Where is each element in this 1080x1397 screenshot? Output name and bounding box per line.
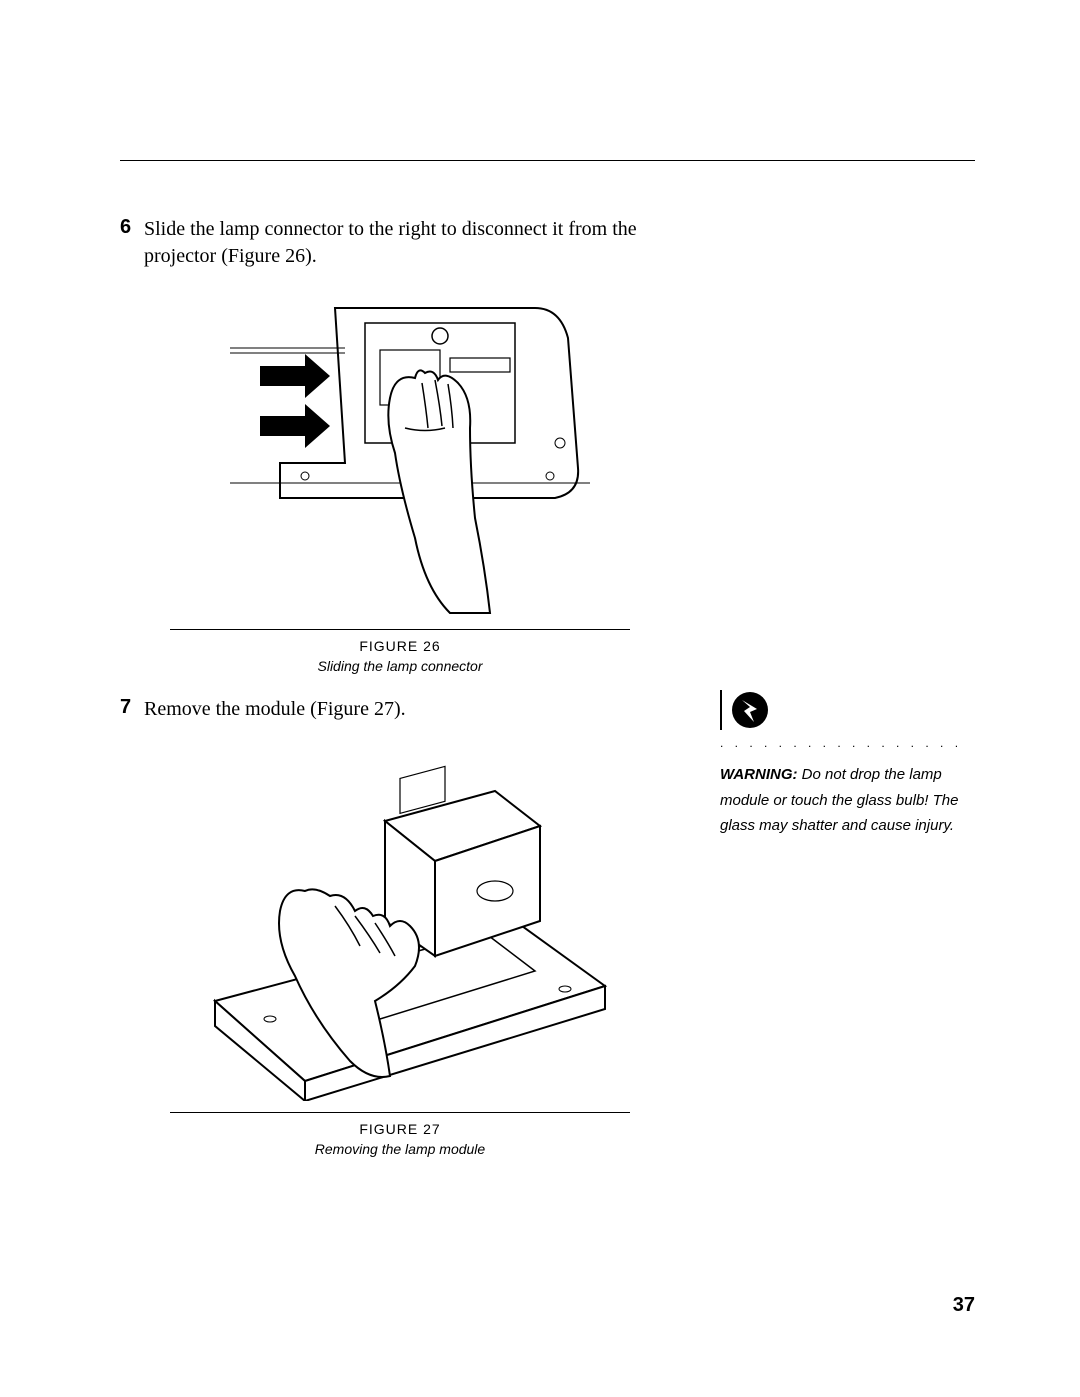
slide-arrows xyxy=(260,354,330,448)
warning-icon xyxy=(730,690,770,730)
figure-27: FIGURE 27 Removing the lamp module xyxy=(120,741,680,1157)
step-6: 6 Slide the lamp connector to the right … xyxy=(120,216,680,270)
warning-sidebar: . . . . . . . . . . . . . . . . . . . . … xyxy=(720,690,970,839)
document-page: 6 Slide the lamp connector to the right … xyxy=(120,160,975,1317)
dotted-rule: . . . . . . . . . . . . . . . . . . . . … xyxy=(720,736,970,750)
figure-26-label: FIGURE 26 xyxy=(120,638,680,654)
step-text: Remove the module (Figure 27). xyxy=(144,696,406,723)
figure-27-label: FIGURE 27 xyxy=(120,1121,680,1137)
page-number: 37 xyxy=(953,1294,975,1317)
figure-26-illustration xyxy=(190,288,610,618)
figure-26: FIGURE 26 Sliding the lamp connector xyxy=(120,288,680,674)
warning-divider xyxy=(720,690,722,730)
figure-26-rule xyxy=(170,629,630,630)
step-7: 7 Remove the module (Figure 27). xyxy=(120,696,680,723)
warning-lead: WARNING: xyxy=(720,766,798,783)
figure-26-caption: Sliding the lamp connector xyxy=(120,658,680,674)
warning-text: WARNING: Do not drop the lamp module or … xyxy=(720,762,970,839)
step-number: 7 xyxy=(120,696,144,719)
step-text: Slide the lamp connector to the right to… xyxy=(144,216,680,270)
figure-27-caption: Removing the lamp module xyxy=(120,1141,680,1157)
figure-27-illustration xyxy=(185,741,615,1101)
step-number: 6 xyxy=(120,216,144,239)
figure-27-rule xyxy=(170,1112,630,1113)
